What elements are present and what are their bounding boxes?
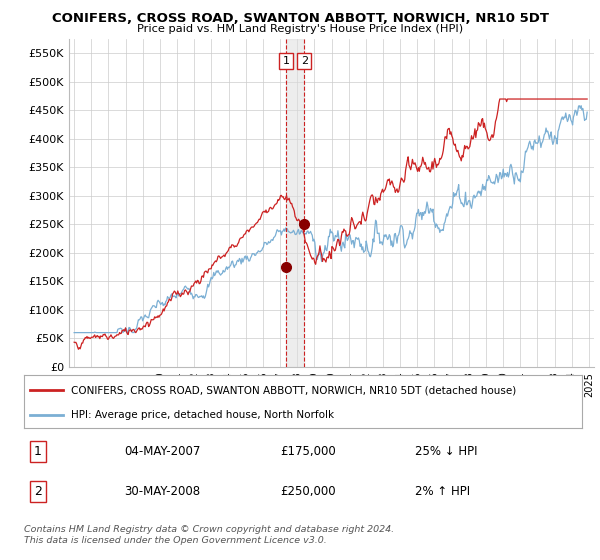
Text: HPI: Average price, detached house, North Norfolk: HPI: Average price, detached house, Nort… (71, 410, 335, 420)
Text: 04-MAY-2007: 04-MAY-2007 (124, 445, 201, 458)
Text: CONIFERS, CROSS ROAD, SWANTON ABBOTT, NORWICH, NR10 5DT (detached house): CONIFERS, CROSS ROAD, SWANTON ABBOTT, NO… (71, 385, 517, 395)
Text: CONIFERS, CROSS ROAD, SWANTON ABBOTT, NORWICH, NR10 5DT: CONIFERS, CROSS ROAD, SWANTON ABBOTT, NO… (52, 12, 548, 25)
Text: Price paid vs. HM Land Registry's House Price Index (HPI): Price paid vs. HM Land Registry's House … (137, 24, 463, 34)
Text: 2% ↑ HPI: 2% ↑ HPI (415, 485, 470, 498)
Text: 2: 2 (34, 485, 42, 498)
Text: Contains HM Land Registry data © Crown copyright and database right 2024.
This d: Contains HM Land Registry data © Crown c… (24, 525, 394, 545)
Text: 25% ↓ HPI: 25% ↓ HPI (415, 445, 477, 458)
Text: 1: 1 (283, 56, 290, 66)
Text: 1: 1 (34, 445, 42, 458)
Text: £250,000: £250,000 (281, 485, 337, 498)
Text: 30-MAY-2008: 30-MAY-2008 (124, 485, 200, 498)
Text: £175,000: £175,000 (281, 445, 337, 458)
Text: 2: 2 (301, 56, 308, 66)
Bar (286, 39, 304, 367)
